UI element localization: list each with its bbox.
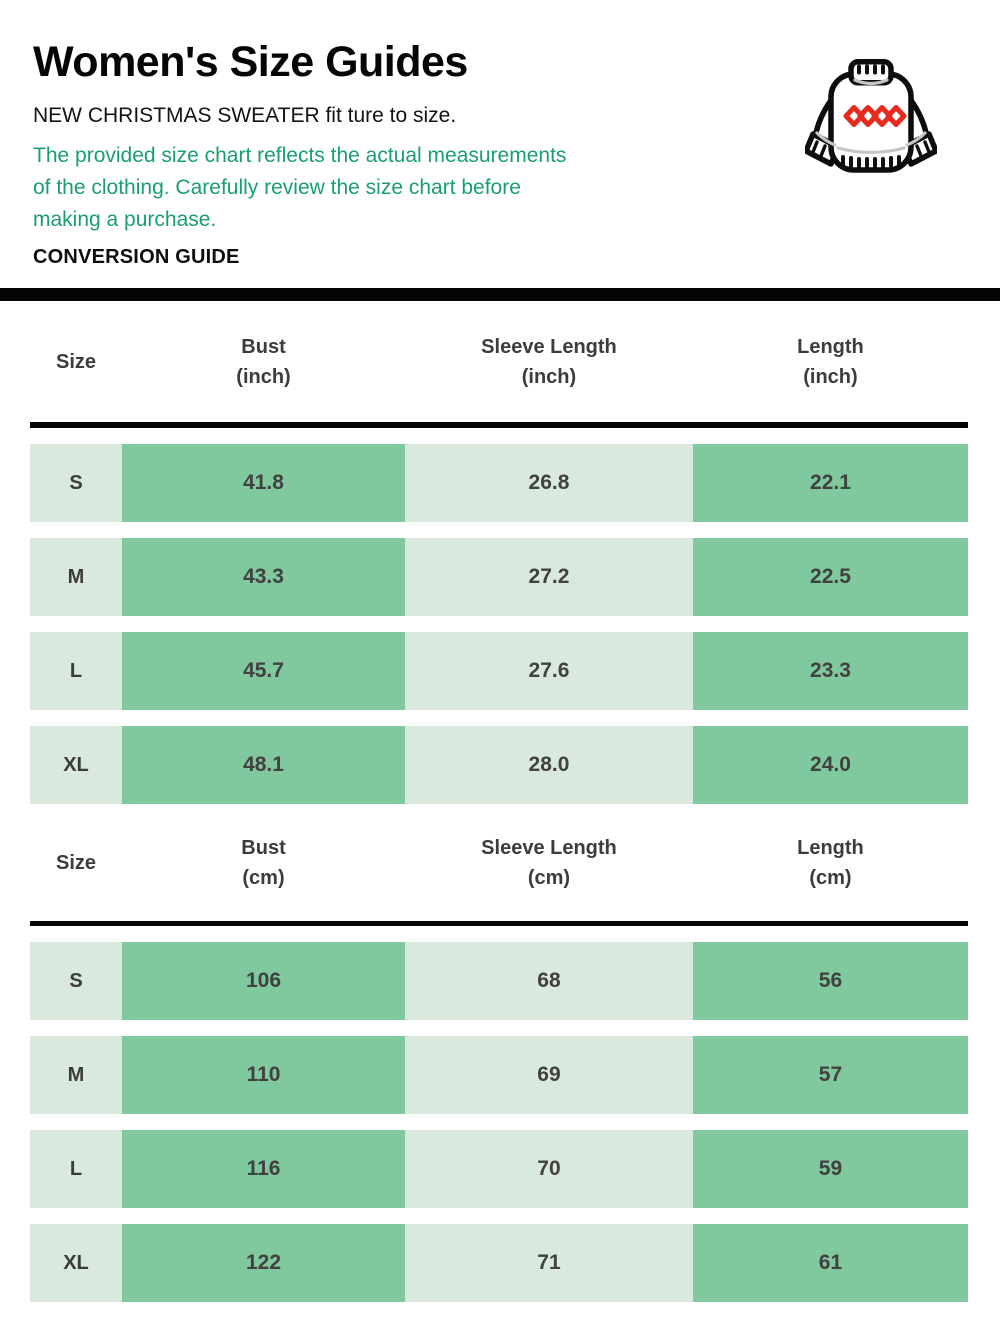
value-cell: 43.3 xyxy=(122,538,405,616)
value-cell: 56 xyxy=(692,942,968,1020)
size-table-inch: Size Bust (inch) Sleeve Length (inch) Length(… xyxy=(30,301,968,804)
value-cell: 122 xyxy=(122,1224,405,1302)
note-line: making a purchase. xyxy=(33,208,217,231)
value-cell: 22.1 xyxy=(692,444,968,522)
column-header: Length (cm) xyxy=(797,836,864,889)
size-cell: S xyxy=(30,942,123,1020)
value-cell: 23.3 xyxy=(692,632,968,710)
table-row: M 43.3 27.2 22.5 xyxy=(30,538,968,616)
diamond-pattern xyxy=(843,105,907,127)
conversion-guide-label: CONVERSION GUIDE xyxy=(33,246,240,268)
size-cell: L xyxy=(30,632,123,710)
size-chart-note: The provided size chart reflects the act… xyxy=(33,140,713,236)
column-header: Size xyxy=(55,851,97,874)
value-cell: 106 xyxy=(122,942,405,1020)
page-header: Women's Size Guides NEW CHRISTMAS SWEATE… xyxy=(0,0,1000,270)
section-divider xyxy=(0,288,1000,301)
value-cell: 27.6 xyxy=(405,632,693,710)
size-cell: S xyxy=(30,444,123,522)
column-header: Sleeve Length (inch) xyxy=(481,335,617,388)
value-cell: 69 xyxy=(405,1036,693,1114)
note-line: of the clothing. Carefully review the si… xyxy=(33,176,521,199)
header-rule xyxy=(30,422,968,428)
size-table-cm: Size Bust (cm) Sleeve Length (cm) Length (cm) S… xyxy=(30,804,968,1302)
value-cell: 116 xyxy=(122,1130,405,1208)
table-row: M 110 69 57 xyxy=(30,1036,968,1114)
value-cell: 71 xyxy=(405,1224,693,1302)
value-cell: 59 xyxy=(692,1130,968,1208)
table-row: XL 122 71 61 xyxy=(30,1224,968,1302)
value-cell: 70 xyxy=(405,1130,693,1208)
christmas-sweater-icon xyxy=(805,59,937,173)
size-cell: M xyxy=(30,538,123,616)
size-cell: M xyxy=(30,1036,123,1114)
size-cell: XL xyxy=(30,726,123,804)
value-cell: 68 xyxy=(405,942,693,1020)
value-cell: 28.0 xyxy=(405,726,693,804)
value-cell: 26.8 xyxy=(405,444,693,522)
value-cell: 24.0 xyxy=(692,726,968,804)
table-header-row: Size Bust (inch) Sleeve Length (inch) Length(… xyxy=(30,301,968,422)
value-cell: 57 xyxy=(692,1036,968,1114)
table-row: L 116 70 59 xyxy=(30,1130,968,1208)
note-line: The provided size chart reflects the act… xyxy=(33,144,567,167)
table-row: S 41.8 26.8 22.1 xyxy=(30,444,968,522)
table-row: XL 48.1 28.0 24.0 xyxy=(30,726,968,804)
value-cell: 22.5 xyxy=(692,538,968,616)
value-cell: 45.7 xyxy=(122,632,405,710)
header-rule xyxy=(30,921,968,926)
value-cell: 41.8 xyxy=(122,444,405,522)
column-header: Bust (inch) xyxy=(236,335,291,388)
value-cell: 48.1 xyxy=(122,726,405,804)
fit-note: NEW CHRISTMAS SWEATER fit ture to size. xyxy=(33,104,457,127)
column-header: Size xyxy=(55,350,97,373)
size-cell: L xyxy=(30,1130,123,1208)
table-header-row: Size Bust (cm) Sleeve Length (cm) Length (cm) xyxy=(30,804,968,921)
value-cell: 110 xyxy=(122,1036,405,1114)
page-title: Women's Size Guides xyxy=(33,38,468,86)
column-header: Sleeve Length (cm) xyxy=(481,836,617,889)
value-cell: 27.2 xyxy=(405,538,693,616)
table-row: S 106 68 56 xyxy=(30,942,968,1020)
table-row: L 45.7 27.6 23.3 xyxy=(30,632,968,710)
value-cell: 61 xyxy=(692,1224,968,1302)
size-cell: XL xyxy=(30,1224,123,1302)
column-header: Bust (cm) xyxy=(241,836,286,889)
column-header: Length (inch) xyxy=(797,335,864,388)
